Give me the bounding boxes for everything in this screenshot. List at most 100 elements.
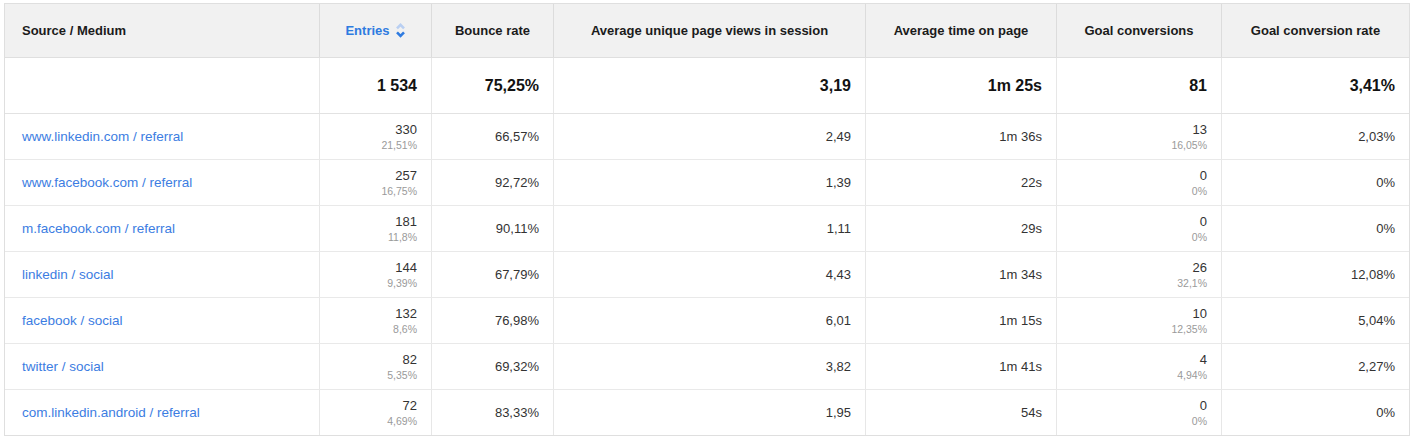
- summary-goal-conversions: 81: [1057, 58, 1222, 113]
- avg-unique-page-views-value: 6,01: [826, 313, 851, 328]
- entries-cell: 1328,6%: [320, 298, 432, 343]
- source-medium-link[interactable]: www.linkedin.com / referral: [22, 129, 183, 144]
- avg-unique-page-views-cell: 1,95: [554, 390, 866, 435]
- source-medium-cell: twitter / social: [5, 344, 320, 389]
- bounce-rate-value: 76,98%: [495, 313, 539, 328]
- column-header-label: Goal conversion rate: [1251, 23, 1380, 38]
- source-medium-cell: www.linkedin.com / referral: [5, 114, 320, 159]
- goal-conversions-share: 0%: [1192, 231, 1207, 244]
- bounce-rate-cell: 90,11%: [432, 206, 554, 251]
- entries-cell: 825,35%: [320, 344, 432, 389]
- column-header-bounce-rate[interactable]: Bounce rate: [432, 4, 554, 57]
- column-header-avg-unique-page-views[interactable]: Average unique page views in session: [554, 4, 866, 57]
- table-row: facebook / social1328,6%76,98%6,011m 15s…: [5, 298, 1409, 344]
- avg-time-on-page-cell: 22s: [866, 160, 1057, 205]
- entries-value: 72: [403, 398, 417, 414]
- goal-conversions-value: 0: [1200, 168, 1207, 184]
- table-header-row: Source / Medium Entries Bounce rate Aver…: [5, 4, 1409, 58]
- table-row: www.facebook.com / referral25716,75%92,7…: [5, 160, 1409, 206]
- goal-conversions-value: 13: [1193, 122, 1207, 138]
- avg-unique-page-views-value: 1,11: [827, 221, 851, 236]
- summary-goal-conversion-rate: 3,41%: [1222, 58, 1409, 113]
- table-row: com.linkedin.android / referral724,69%83…: [5, 390, 1409, 435]
- source-medium-link[interactable]: com.linkedin.android / referral: [22, 405, 200, 420]
- source-medium-link[interactable]: linkedin / social: [22, 267, 114, 282]
- avg-time-on-page-value: 1m 41s: [999, 359, 1042, 374]
- entries-share: 5,35%: [387, 369, 417, 382]
- goal-conversion-rate-value: 0%: [1376, 175, 1395, 190]
- entries-value: 82: [403, 352, 417, 368]
- column-header-goal-conversions[interactable]: Goal conversions: [1057, 4, 1222, 57]
- entries-value: 144: [395, 260, 417, 276]
- avg-unique-page-views-cell: 6,01: [554, 298, 866, 343]
- column-header-avg-time-on-page[interactable]: Average time on page: [866, 4, 1057, 57]
- column-header-label: Average time on page: [894, 23, 1029, 38]
- entries-cell: 18111,8%: [320, 206, 432, 251]
- bounce-rate-cell: 66,57%: [432, 114, 554, 159]
- goal-conversions-share: 0%: [1192, 185, 1207, 198]
- goal-conversion-rate-value: 0%: [1376, 221, 1395, 236]
- bounce-rate-value: 90,11%: [496, 221, 539, 236]
- source-medium-link[interactable]: m.facebook.com / referral: [22, 221, 175, 236]
- column-header-label: Average unique page views in session: [591, 23, 828, 38]
- entries-cell: 1449,39%: [320, 252, 432, 297]
- goal-conversions-cell: 00%: [1057, 390, 1222, 435]
- avg-time-on-page-value: 22s: [1021, 175, 1042, 190]
- bounce-rate-value: 66,57%: [495, 129, 539, 144]
- bounce-rate-cell: 67,79%: [432, 252, 554, 297]
- goal-conversion-rate-value: 5,04%: [1358, 313, 1395, 328]
- goal-conversion-rate-cell: 2,03%: [1222, 114, 1409, 159]
- entries-cell: 724,69%: [320, 390, 432, 435]
- avg-time-on-page-value: 54s: [1021, 405, 1042, 420]
- avg-unique-page-views-cell: 1,39: [554, 160, 866, 205]
- entries-share: 21,51%: [381, 139, 417, 152]
- entries-share: 16,75%: [381, 185, 417, 198]
- summary-bounce-rate: 75,25%: [432, 58, 554, 113]
- entries-cell: 33021,51%: [320, 114, 432, 159]
- entries-share: 9,39%: [387, 277, 417, 290]
- bounce-rate-value: 92,72%: [495, 175, 539, 190]
- avg-unique-page-views-cell: 3,82: [554, 344, 866, 389]
- bounce-rate-cell: 92,72%: [432, 160, 554, 205]
- bounce-rate-value: 67,79%: [495, 267, 539, 282]
- avg-unique-page-views-value: 1,95: [826, 405, 851, 420]
- avg-time-on-page-value: 1m 34s: [999, 267, 1042, 282]
- goal-conversions-share: 16,05%: [1171, 139, 1207, 152]
- source-medium-link[interactable]: www.facebook.com / referral: [22, 175, 192, 190]
- bounce-rate-cell: 83,33%: [432, 390, 554, 435]
- goal-conversions-share: 4,94%: [1177, 369, 1207, 382]
- summary-source-medium-cell: [5, 58, 320, 113]
- avg-time-on-page-cell: 1m 41s: [866, 344, 1057, 389]
- column-header-entries[interactable]: Entries: [320, 4, 432, 57]
- goal-conversion-rate-value: 2,27%: [1358, 359, 1395, 374]
- source-medium-cell: linkedin / social: [5, 252, 320, 297]
- column-header-goal-conversion-rate[interactable]: Goal conversion rate: [1222, 4, 1409, 57]
- avg-time-on-page-value: 29s: [1021, 221, 1042, 236]
- summary-avg-time-on-page: 1m 25s: [866, 58, 1057, 113]
- goal-conversions-cell: 00%: [1057, 206, 1222, 251]
- goal-conversions-cell: 1012,35%: [1057, 298, 1222, 343]
- avg-unique-page-views-value: 4,43: [826, 267, 851, 282]
- avg-unique-page-views-value: 1,39: [826, 175, 851, 190]
- avg-unique-page-views-cell: 1,11: [554, 206, 866, 251]
- bounce-rate-cell: 76,98%: [432, 298, 554, 343]
- goal-conversion-rate-cell: 0%: [1222, 160, 1409, 205]
- source-medium-link[interactable]: facebook / social: [22, 313, 123, 328]
- column-header-label: Entries: [345, 23, 389, 38]
- avg-unique-page-views-value: 3,82: [826, 359, 851, 374]
- goal-conversions-cell: 2632,1%: [1057, 252, 1222, 297]
- goal-conversions-cell: 00%: [1057, 160, 1222, 205]
- goal-conversion-rate-value: 0%: [1376, 405, 1395, 420]
- entries-share: 4,69%: [387, 415, 417, 428]
- goal-conversions-value: 4: [1200, 352, 1207, 368]
- entries-value: 181: [395, 214, 417, 230]
- source-medium-link[interactable]: twitter / social: [22, 359, 104, 374]
- sort-desc-icon[interactable]: [395, 23, 406, 38]
- goal-conversion-rate-cell: 5,04%: [1222, 298, 1409, 343]
- avg-time-on-page-value: 1m 36s: [999, 129, 1042, 144]
- avg-time-on-page-cell: 29s: [866, 206, 1057, 251]
- entries-value: 330: [395, 122, 417, 138]
- goal-conversions-share: 32,1%: [1177, 277, 1207, 290]
- goal-conversion-rate-value: 12,08%: [1351, 267, 1395, 282]
- table-row: www.linkedin.com / referral 33021,51% 66,5…: [5, 114, 1409, 160]
